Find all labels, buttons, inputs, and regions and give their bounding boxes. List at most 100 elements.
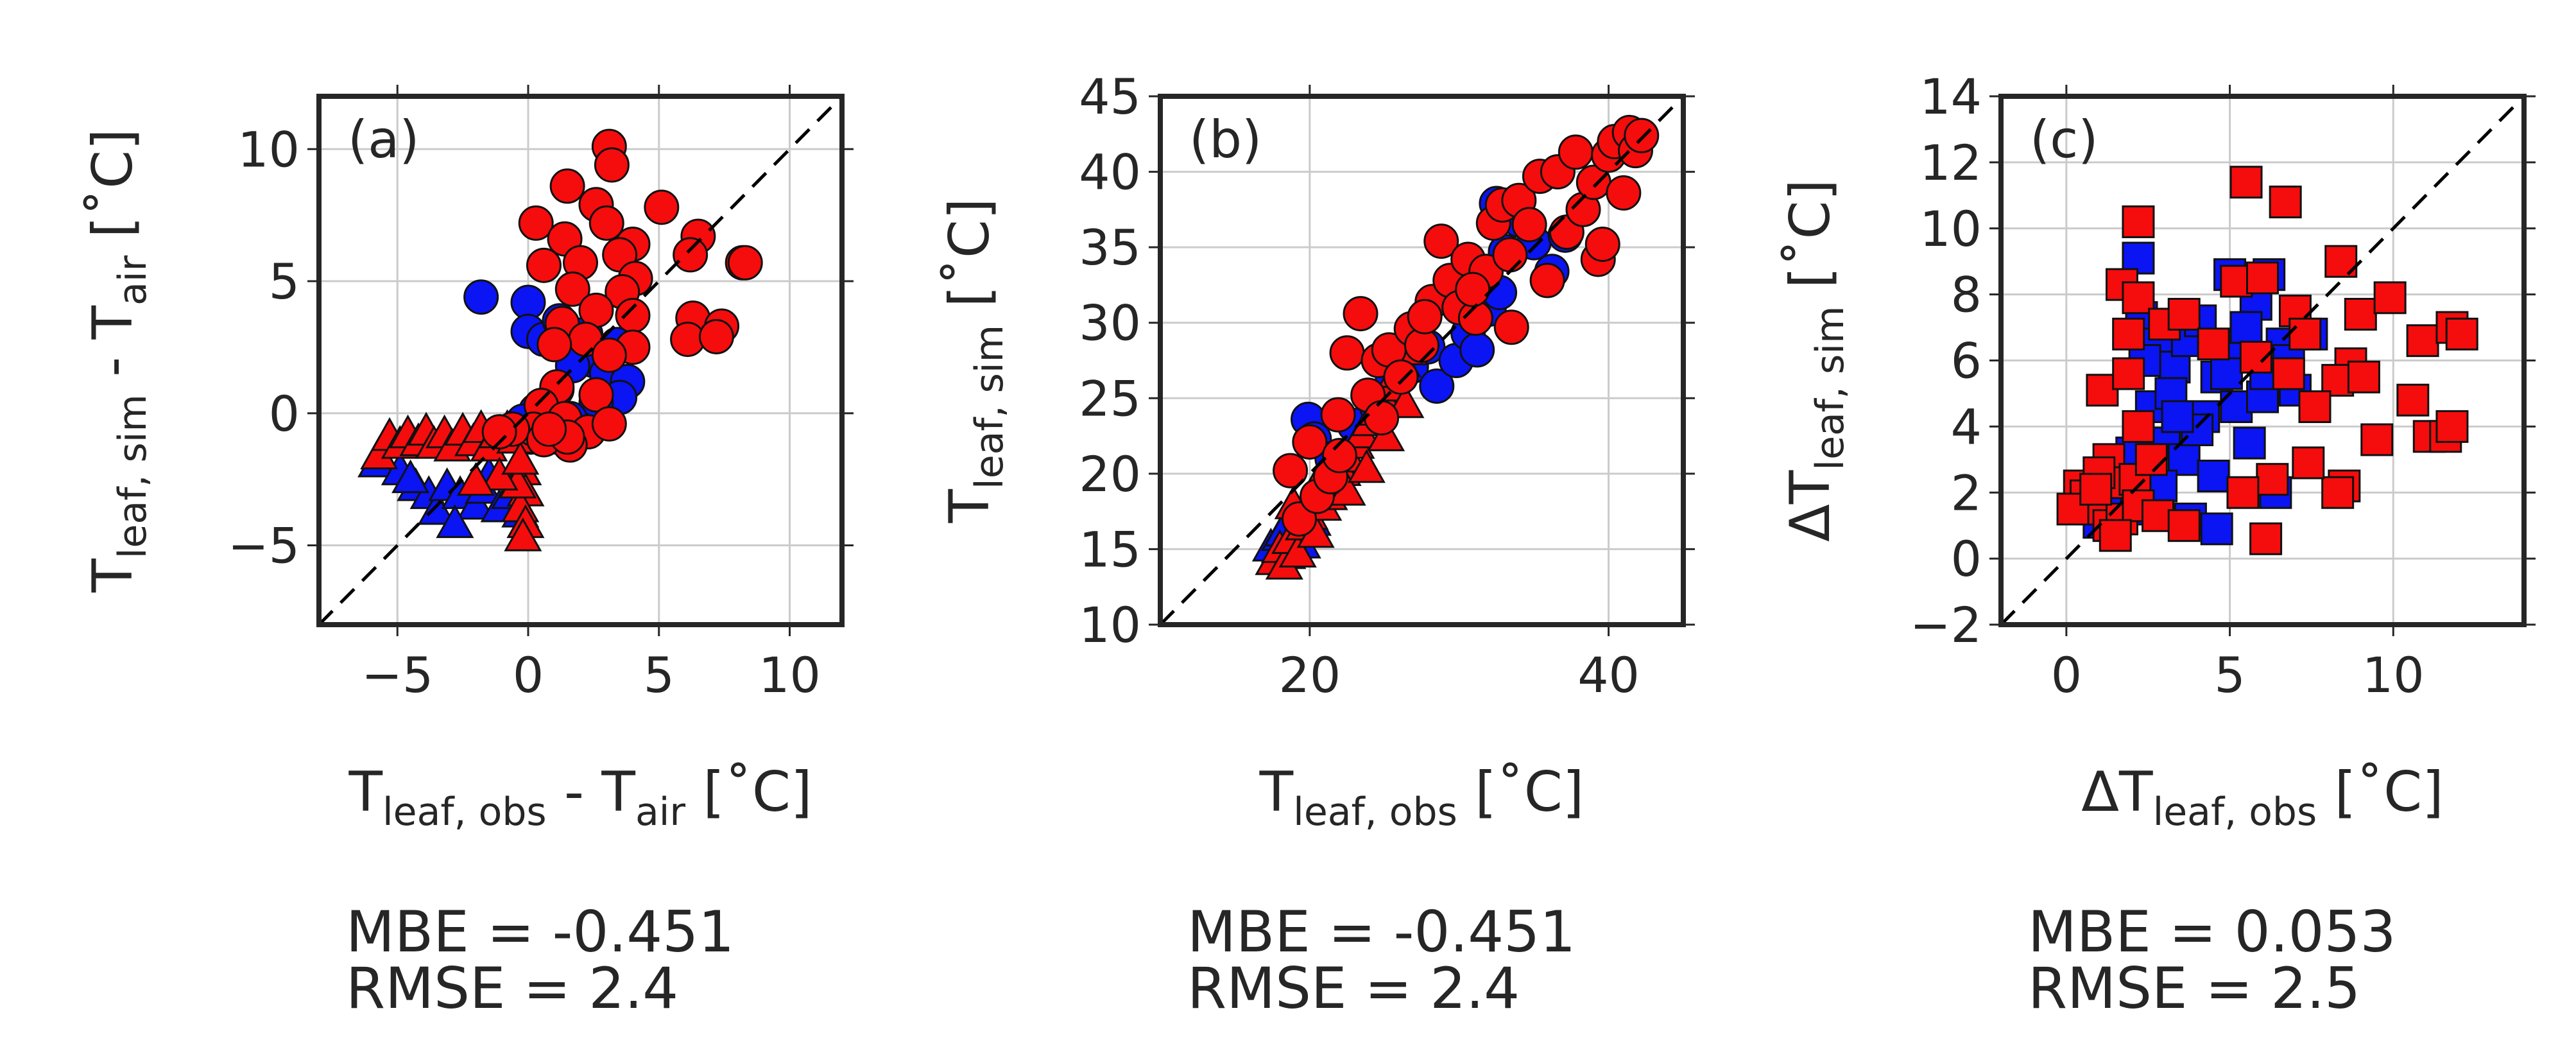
y-tick-label: 20 [1079, 446, 1141, 503]
data-point-red-square [2079, 472, 2113, 506]
data-point-red-square [2099, 519, 2132, 552]
data-point-red-square [2246, 261, 2279, 295]
data-point-blue-square [2233, 426, 2266, 460]
data-point-red-square [2197, 327, 2230, 361]
plot-area [2056, 166, 2478, 555]
y-tick-label: 0 [1951, 530, 1982, 587]
data-point-red-circle [554, 271, 590, 307]
data-point-red-square [2226, 476, 2260, 509]
data-point-blue-square [2197, 460, 2230, 493]
data-point-red-circle [1423, 223, 1459, 259]
y-tick-label: 5 [269, 253, 300, 310]
plot-area [357, 128, 763, 551]
data-point-red-square [2167, 509, 2201, 542]
data-point-red-circle [518, 205, 554, 241]
data-point-red-square [2321, 476, 2355, 509]
data-point-red-circle [615, 298, 651, 334]
data-point-red-circle [1292, 424, 1328, 460]
data-point-blue-circle [1419, 368, 1455, 404]
data-point-blue-triangle [391, 459, 430, 494]
rmse-stat: RMSE = 2.4 [346, 955, 678, 1021]
data-point-red-circle [588, 205, 624, 241]
data-point-red-square [2272, 357, 2305, 390]
data-point-red-circle [526, 247, 562, 283]
data-point-red-square [2360, 423, 2394, 456]
y-tick-label: 8 [1951, 266, 1982, 324]
data-point-red-circle [1321, 438, 1357, 474]
data-point-red-circle [481, 414, 517, 450]
axes-frame [316, 94, 845, 627]
data-point-red-square [2122, 205, 2155, 238]
panel-b: 20 40 10 15 20 25 30 35 40 45 (b) Tleaf, obs [˚C] Tl… [938, 68, 1695, 1021]
data-point-red-circle [1407, 299, 1443, 334]
data-point-red-square [2347, 360, 2380, 394]
y-axis-label: Tleaf, sim [˚C] [938, 198, 1012, 523]
panel-c: 0 5 10 −2 0 2 4 6 8 10 12 14 (c) ΔTleaf, obs [˚C] ΔTle… [1778, 68, 2536, 1021]
x-axis-label: Tleaf, obs [˚C] [1259, 760, 1584, 835]
data-point-red-circle [1383, 359, 1419, 395]
y-tick-label: 6 [1951, 333, 1982, 390]
y-tick-label: 35 [1079, 219, 1141, 276]
data-point-red-triangle [504, 517, 542, 551]
rmse-stat: RMSE = 2.5 [2028, 955, 2360, 1021]
data-point-red-square [2056, 492, 2090, 526]
y-tick-label: 25 [1079, 370, 1141, 427]
data-point-red-square [2167, 297, 2201, 331]
data-point-red-circle [1493, 309, 1529, 345]
y-tick-label: 14 [1919, 68, 1982, 125]
data-point-blue-circle [463, 279, 499, 315]
data-point-red-circle [1273, 453, 1309, 489]
data-point-red-square [2229, 166, 2263, 199]
data-point-red-circle [591, 337, 627, 373]
data-point-red-square [2112, 357, 2145, 390]
axes-frame [1158, 94, 1686, 627]
data-point-red-square [2406, 324, 2439, 358]
x-tick-label: 0 [2051, 646, 2082, 704]
data-point-red-triangle [1278, 533, 1317, 568]
mbe-stat: MBE = -0.451 [346, 899, 734, 965]
y-tick-label: −2 [1910, 596, 1982, 654]
x-tick-label: 0 [513, 646, 544, 704]
data-point-red-square [2288, 317, 2322, 351]
y-tick-label: 4 [1951, 398, 1982, 455]
x-tick-label: 10 [2362, 646, 2425, 704]
data-point-red-square [2256, 463, 2289, 496]
identity-line [1160, 96, 1683, 625]
identity-line [2001, 96, 2524, 625]
x-axis-label: Tleaf, obs - Tair [˚C] [348, 760, 812, 835]
data-point-red-square [2298, 390, 2331, 424]
y-tick-label: 10 [237, 121, 300, 178]
x-tick-label: 20 [1278, 646, 1341, 704]
data-point-red-circle [1584, 226, 1620, 262]
y-axis-label: Tleaf, sim - Tair [˚C] [81, 128, 155, 593]
data-point-red-circle [698, 318, 734, 354]
data-point-red-circle [673, 237, 708, 273]
data-point-red-circle [727, 245, 763, 281]
data-point-red-circle [1529, 263, 1565, 299]
y-tick-label: 15 [1079, 521, 1141, 578]
data-point-red-circle [1343, 296, 1378, 332]
data-point-red-square [2112, 317, 2145, 351]
y-axis-label: ΔTleaf, sim [˚C] [1778, 179, 1853, 542]
x-tick-label: 40 [1577, 646, 1640, 704]
data-point-red-circle [578, 377, 614, 413]
data-point-red-square [2269, 186, 2302, 219]
data-point-red-circle [594, 147, 630, 183]
y-tick-label: 10 [1079, 596, 1141, 654]
y-tick-label: 45 [1079, 68, 1141, 125]
data-point-red-circle [1624, 117, 1660, 153]
panel-label: (c) [2030, 110, 2098, 169]
data-point-red-triangle [501, 440, 540, 475]
data-point-blue-square [2161, 400, 2194, 433]
data-point-red-circle [1492, 237, 1528, 273]
mbe-stat: MBE = 0.053 [2028, 899, 2396, 965]
data-point-red-circle [644, 189, 680, 225]
y-tick-label: 12 [1919, 134, 1982, 191]
data-point-red-square [2373, 281, 2407, 315]
y-tick-label: 30 [1079, 295, 1141, 352]
panel-label: (b) [1189, 110, 1262, 169]
data-point-red-circle [531, 411, 567, 447]
x-tick-label: −5 [361, 646, 433, 704]
x-tick-label: 10 [759, 646, 821, 704]
